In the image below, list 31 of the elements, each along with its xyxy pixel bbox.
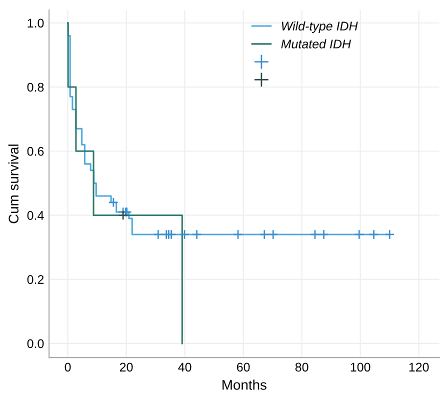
x-tick-label: 120 xyxy=(409,362,429,372)
point xyxy=(354,229,364,240)
point xyxy=(118,210,128,220)
y-tick-label: 0.4 xyxy=(27,211,44,220)
point xyxy=(310,229,320,240)
legend-label: Wild-type IDH xyxy=(282,21,358,33)
point xyxy=(232,229,244,240)
x-tick-label: 20 xyxy=(120,362,133,372)
point xyxy=(384,229,395,240)
x-axis-title: Months xyxy=(222,380,266,390)
legend-label: Mutated IDH xyxy=(281,39,352,48)
y-tick-label: 0.0 xyxy=(27,339,44,348)
point xyxy=(368,229,379,240)
x-tick-label: 80 xyxy=(295,362,308,372)
point xyxy=(192,229,202,240)
point xyxy=(259,229,270,240)
point xyxy=(318,229,329,240)
point xyxy=(179,229,190,240)
point xyxy=(153,229,164,240)
y-tick-label: 1.0 xyxy=(28,18,44,28)
y-tick-label: 0.2 xyxy=(27,275,44,284)
x-tick-label: 100 xyxy=(350,362,370,372)
point xyxy=(268,229,278,240)
x-tick-label: 60 xyxy=(236,362,250,372)
y-axis-title: Cum survival xyxy=(8,144,19,224)
point xyxy=(108,197,119,208)
y-tick-label: 0.6 xyxy=(27,146,44,156)
x-tick-label: 40 xyxy=(178,362,192,372)
point xyxy=(166,229,176,240)
y-tick-label: 0.8 xyxy=(27,82,44,92)
x-tick-label: 0 xyxy=(64,362,71,372)
